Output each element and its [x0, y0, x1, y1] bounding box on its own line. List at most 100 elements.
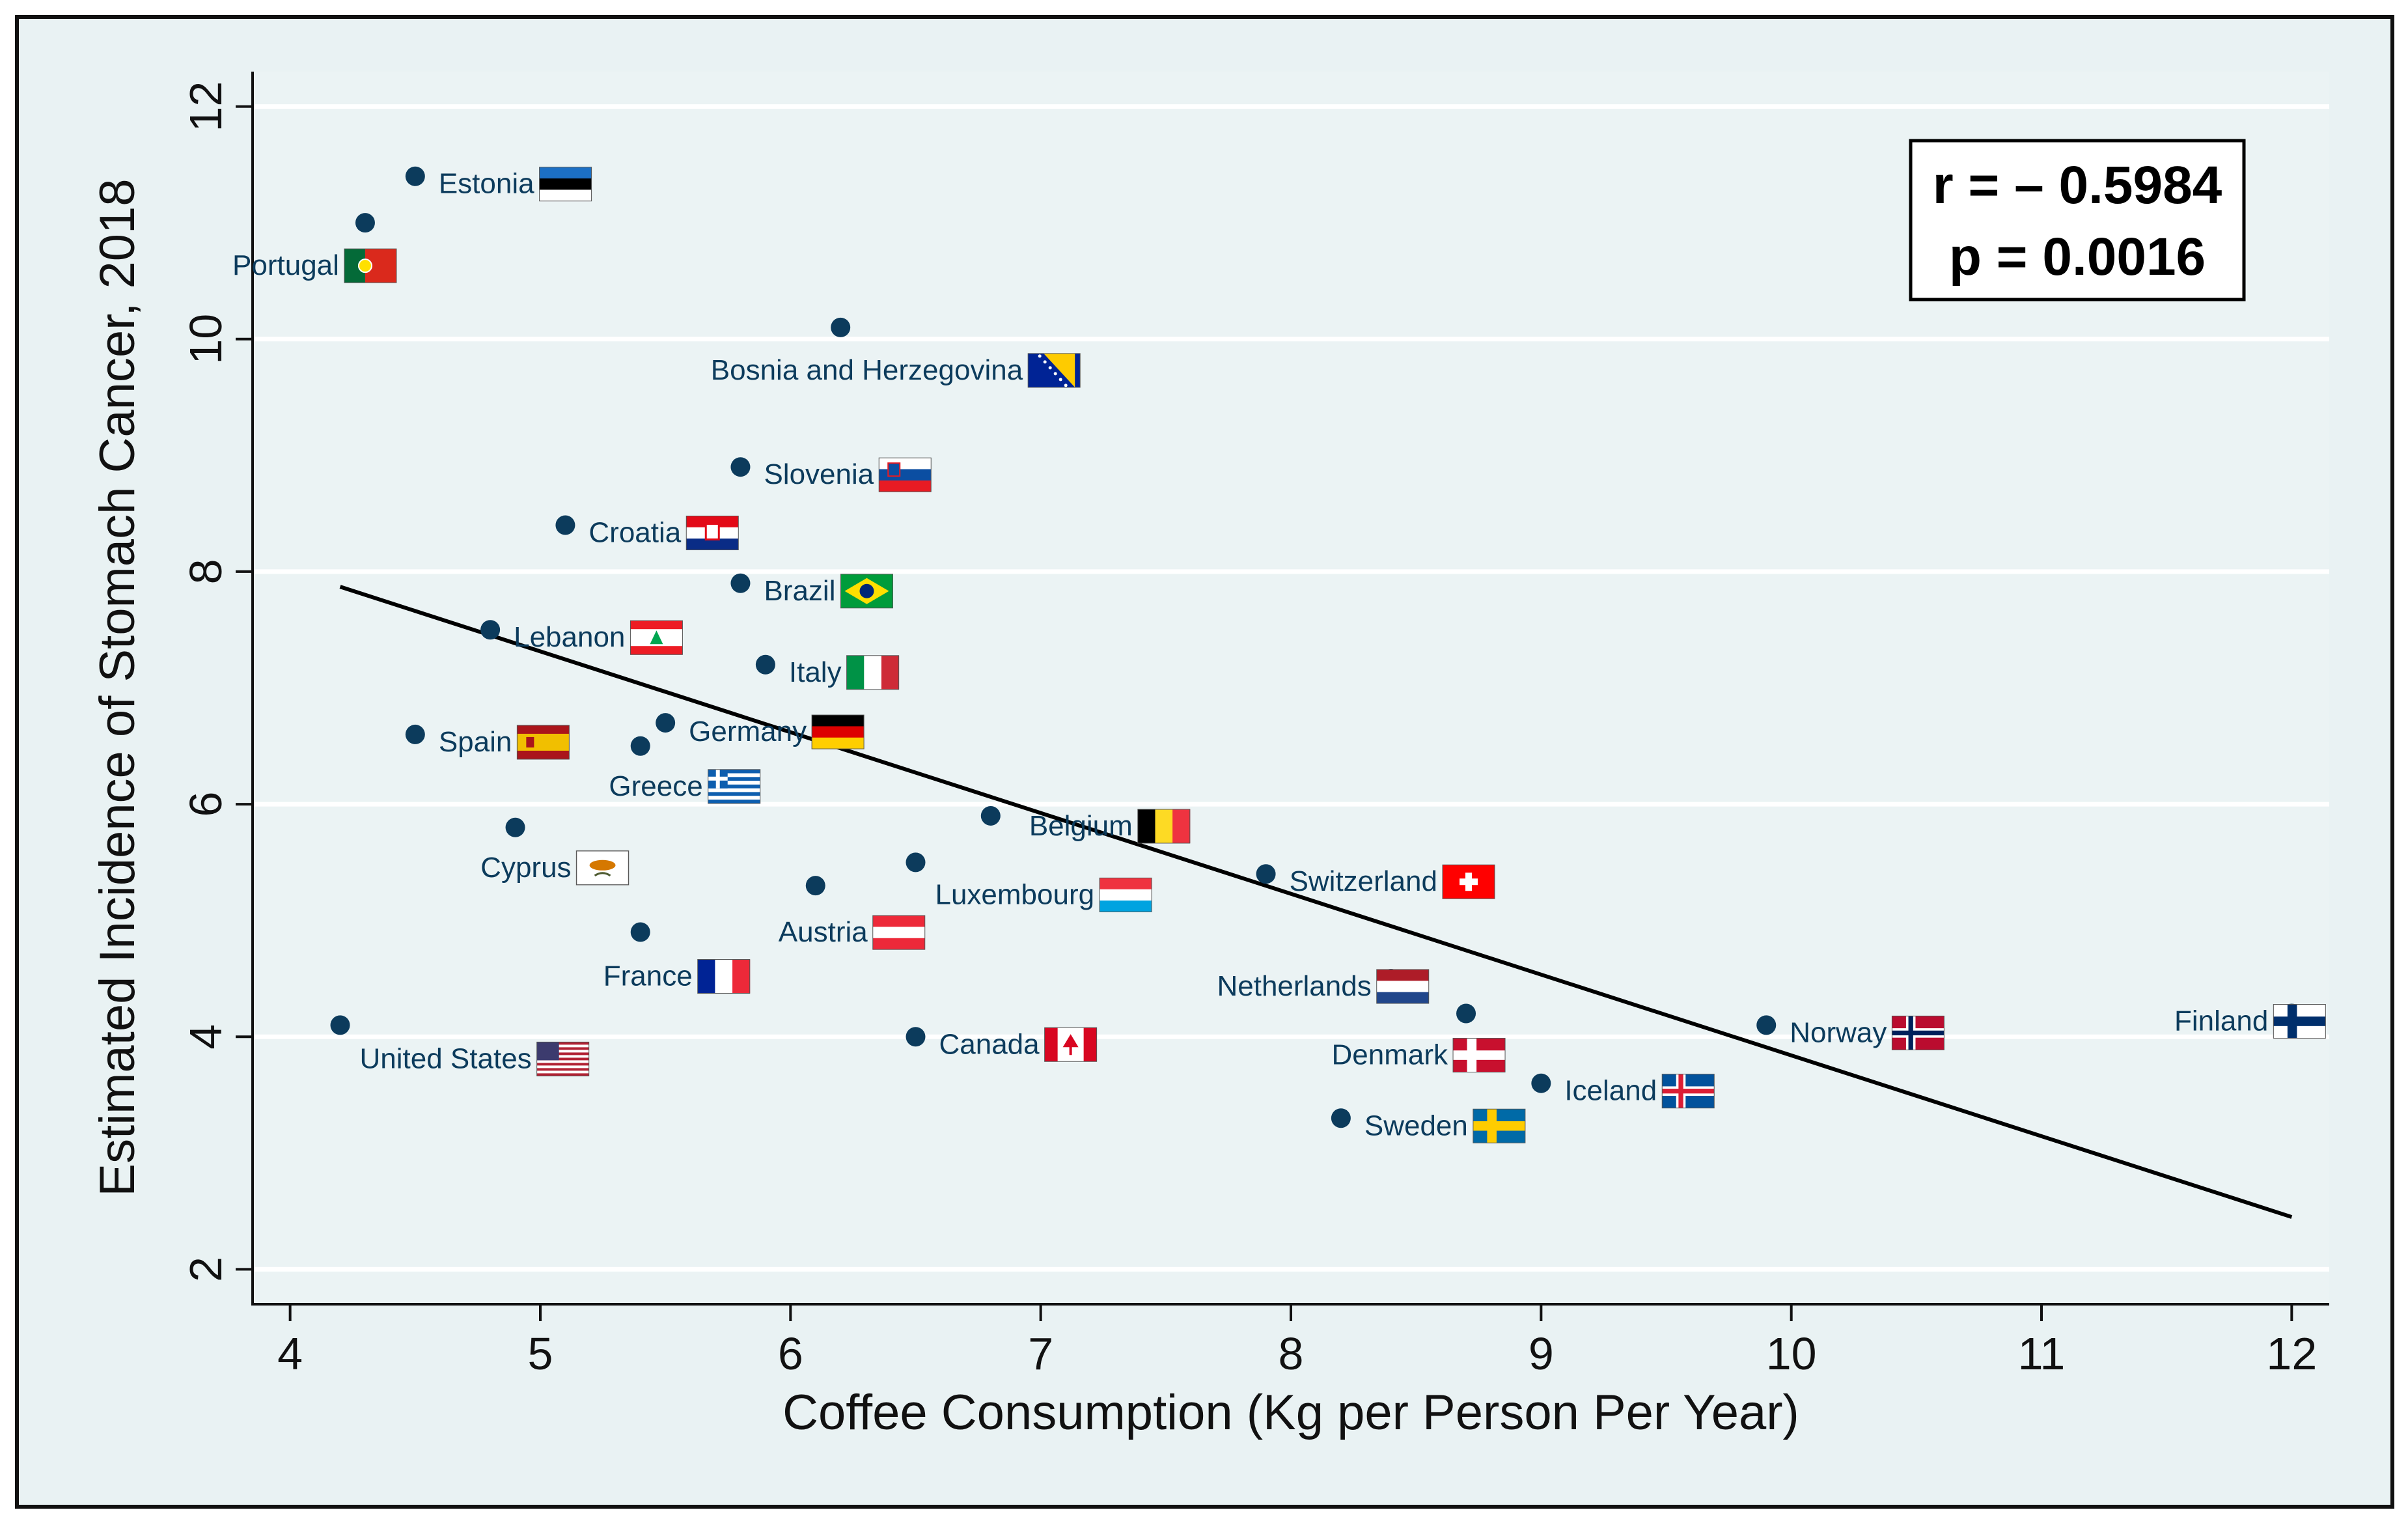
flag-stripe: [708, 788, 760, 792]
flag-stripe: [517, 742, 570, 751]
flag-stripe: [708, 792, 760, 796]
point-label-belgium: Belgium: [1029, 810, 1133, 842]
point-label-croatia: Croatia: [588, 516, 681, 548]
x-axis-title: Coffee Consumption (Kg per Person Per Ye…: [782, 1385, 1799, 1440]
flag-stripe: [536, 1070, 589, 1074]
point-label-france: France: [603, 960, 693, 992]
data-point-lebanon: [480, 620, 501, 640]
flag-emblem: [357, 258, 372, 273]
flag-border: [1099, 877, 1152, 912]
point-label-norway: Norway: [1790, 1016, 1887, 1048]
data-point-estonia: [405, 166, 425, 186]
point-label-estonia: Estonia: [439, 168, 534, 200]
flag-stripe: [1137, 809, 1156, 843]
data-point-portugal: [355, 213, 375, 233]
flag-stripe: [1172, 809, 1191, 843]
flag-border: [539, 167, 592, 202]
flag-stripe: [539, 167, 592, 179]
flag-cross-h: [1453, 1050, 1506, 1060]
flag-star: [1064, 384, 1068, 387]
croatia-flag-icon: [685, 515, 739, 550]
flag-star: [1038, 354, 1042, 358]
flag-stripe: [864, 655, 882, 690]
flag-border: [1891, 1015, 1944, 1050]
grid-lines: [253, 104, 2329, 1272]
point-group-spain: Spain: [405, 724, 570, 760]
flag-stripe: [630, 646, 683, 655]
y-tick-label-3: 8: [180, 559, 231, 584]
flag-border: [685, 515, 739, 550]
regression-line-group: [339, 585, 2293, 1219]
point-label-canada: Canada: [939, 1028, 1040, 1060]
flag-border: [1137, 809, 1191, 844]
flag-border: [840, 574, 893, 609]
flag-stripe: [715, 959, 733, 994]
flag-cross-inner-h: [1892, 1030, 1944, 1036]
flag-stripe: [872, 915, 925, 927]
x-tick-label-5: 9: [1529, 1328, 1554, 1379]
point-label-spain: Spain: [439, 726, 512, 758]
flag-band: [1083, 1027, 1097, 1062]
point-label-luxembourg: Luxembourg: [935, 878, 1094, 910]
flag-stripe: [812, 726, 865, 738]
point-group-slovenia: Slovenia: [730, 457, 932, 492]
flag-stripe: [517, 733, 570, 743]
point-group-lebanon: Lebanon: [480, 620, 683, 655]
point-label-denmark: Denmark: [1332, 1039, 1448, 1071]
denmark-flag-icon: [1452, 1038, 1506, 1073]
flag-emblem: [526, 736, 534, 748]
flag-globe: [859, 583, 874, 598]
point-label-usa: United States: [360, 1042, 532, 1074]
flag-stripe: [1100, 878, 1152, 890]
france-flag-icon: [697, 959, 751, 994]
point-label-finland: Finland: [2174, 1005, 2268, 1037]
luxembourg-flag-icon: [1099, 877, 1152, 912]
flag-star: [1043, 360, 1047, 364]
flag-stripe: [708, 800, 760, 804]
statistics-box: r = – 0.5984 p = 0.0016: [1909, 139, 2246, 301]
flag-border: [1376, 969, 1430, 1004]
point-group-switzerland: Switzerland: [1256, 864, 1495, 899]
flag-stripe: [872, 927, 925, 939]
y-tick-label-2: 6: [180, 792, 231, 817]
point-group-france: France: [603, 922, 751, 994]
flag-border: [811, 714, 865, 749]
flag-emblem: [887, 462, 901, 477]
point-group-sweden: Sweden: [1331, 1108, 1526, 1143]
point-group-italy: Italy: [755, 654, 900, 690]
point-group-greece: Greece: [609, 736, 761, 804]
flag-emblem: [704, 522, 720, 540]
flag-stripe: [1100, 889, 1152, 901]
x-tick-label-6: 10: [1766, 1328, 1817, 1379]
flag-border: [344, 248, 397, 283]
flag-stripe: [879, 458, 932, 470]
point-group-canada: Canada: [906, 1027, 1098, 1062]
point-label-bosnia: Bosnia and Herzegovina: [711, 354, 1023, 386]
point-group-bosnia: Bosnia and Herzegovina: [711, 317, 1081, 388]
flag-stripe: [536, 1065, 589, 1069]
flag-cross-h: [2273, 1016, 2326, 1026]
point-label-germany: Germany: [689, 716, 807, 748]
point-group-netherlands: Netherlands: [1217, 968, 1430, 1004]
belgium-flag-icon: [1137, 809, 1191, 844]
flag-border: [1442, 864, 1495, 899]
flag-stripe: [536, 1052, 589, 1055]
y-tick-label-1: 4: [180, 1024, 231, 1050]
lebanon-flag-icon: [630, 620, 683, 655]
data-point-canada: [906, 1027, 926, 1047]
flag-stripe: [812, 715, 865, 727]
x-tick-label-2: 6: [778, 1328, 803, 1379]
flag-stripe: [1155, 809, 1173, 843]
slovenia-flag-icon: [878, 457, 932, 492]
flag-stripe: [536, 1068, 589, 1071]
germany-flag-icon: [811, 714, 865, 749]
x-tick-label-4: 8: [1279, 1328, 1304, 1379]
point-label-sweden: Sweden: [1364, 1110, 1468, 1141]
flag-stripe: [708, 773, 760, 777]
flag-stripe: [708, 784, 760, 789]
flag-stripe: [686, 538, 739, 550]
flag-branches: [594, 872, 611, 877]
flag-stripe: [539, 189, 592, 202]
finland-flag-icon: [2273, 1004, 2326, 1039]
